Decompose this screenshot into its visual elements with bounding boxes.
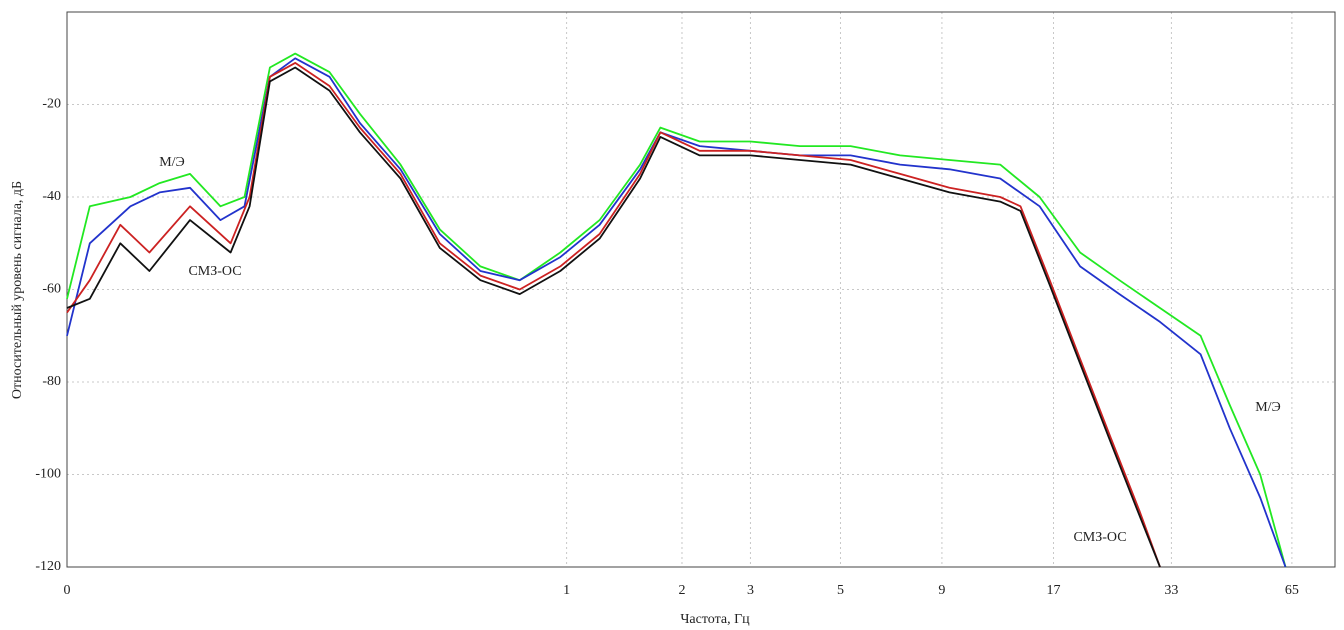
x-axis-label: Частота, Гц: [680, 612, 750, 627]
spectrum-line: [66, 57, 1287, 568]
x-tick-label: 0: [64, 583, 71, 598]
x-tick-label: 1: [563, 583, 570, 598]
x-tick-label: 17: [1047, 583, 1061, 598]
x-tick-label: 3: [747, 583, 754, 598]
spectrum-line: [66, 66, 1161, 568]
spectrum-line: [66, 62, 1161, 568]
y-tick-label: -100: [35, 467, 61, 482]
plot-frame: [66, 11, 1336, 568]
y-tick-label: -20: [42, 97, 61, 112]
x-tick-label: 9: [938, 583, 945, 598]
y-tick-label: -40: [42, 189, 61, 204]
annotation: СМЗ-ОС: [188, 264, 241, 279]
annotation: М/Э: [1255, 400, 1281, 415]
spectrum-line: [66, 52, 1287, 568]
y-tick-label: -120: [35, 559, 61, 574]
x-tick-label: 33: [1164, 583, 1178, 598]
x-tick-label: 65: [1285, 583, 1299, 598]
annotation: М/Э: [159, 155, 185, 170]
annotation: СМЗ-ОС: [1073, 530, 1126, 545]
y-tick-label: -60: [42, 282, 61, 297]
y-axis-label: Относительный уровень сигнала, дБ: [10, 181, 25, 399]
y-tick-label: -80: [42, 374, 61, 389]
x-tick-label: 2: [678, 583, 685, 598]
x-tick-label: 5: [837, 583, 844, 598]
